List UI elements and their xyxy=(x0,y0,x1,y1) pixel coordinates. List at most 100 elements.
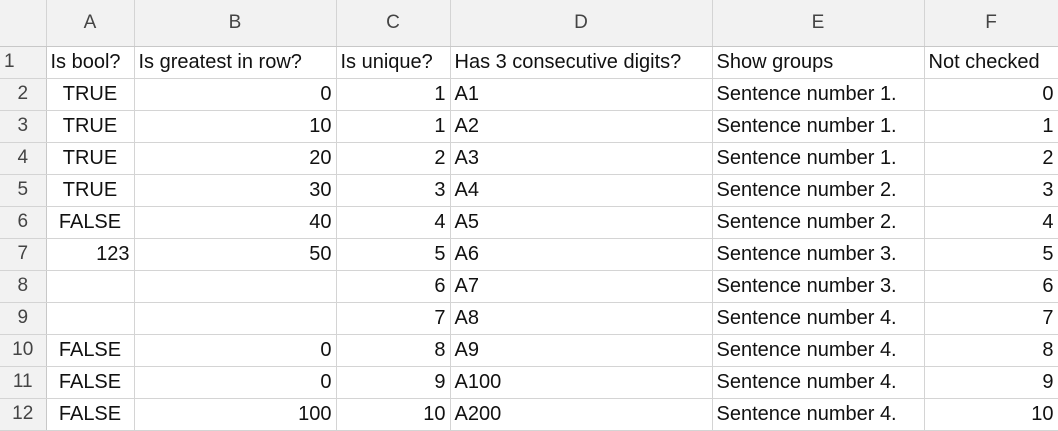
cell-a11[interactable]: FALSE xyxy=(46,366,135,399)
cell-b4[interactable]: 20 xyxy=(134,142,337,175)
cell-b10[interactable]: 0 xyxy=(134,334,337,367)
cell-c9[interactable]: 7 xyxy=(336,302,451,335)
cell-e11[interactable]: Sentence number 4. xyxy=(712,366,925,399)
cell-a3[interactable]: TRUE xyxy=(46,110,135,143)
cell-d8[interactable]: A7 xyxy=(450,270,713,303)
cell-b2[interactable]: 0 xyxy=(134,78,337,111)
cell-d9[interactable]: A8 xyxy=(450,302,713,335)
cell-a5[interactable]: TRUE xyxy=(46,174,135,207)
cell-f12[interactable]: 10 xyxy=(924,398,1058,431)
cell-c1[interactable]: Is unique? xyxy=(336,46,451,79)
cell-f4[interactable]: 2 xyxy=(924,142,1058,175)
cell-a4[interactable]: TRUE xyxy=(46,142,135,175)
cell-d2[interactable]: A1 xyxy=(450,78,713,111)
cell-d6[interactable]: A5 xyxy=(450,206,713,239)
cell-d10[interactable]: A9 xyxy=(450,334,713,367)
cell-c10[interactable]: 8 xyxy=(336,334,451,367)
cell-a2[interactable]: TRUE xyxy=(46,78,135,111)
cell-d7[interactable]: A6 xyxy=(450,238,713,271)
cell-b7[interactable]: 50 xyxy=(134,238,337,271)
row-header[interactable]: 6 xyxy=(0,206,47,239)
cell-f2[interactable]: 0 xyxy=(924,78,1058,111)
row-header[interactable]: 11 xyxy=(0,366,47,399)
cell-b3[interactable]: 10 xyxy=(134,110,337,143)
table-row: 5 TRUE 30 3 A4 Sentence number 2. 3 xyxy=(0,174,1058,207)
cell-e12[interactable]: Sentence number 4. xyxy=(712,398,925,431)
cell-d1[interactable]: Has 3 consecutive digits? xyxy=(450,46,713,79)
column-header-a[interactable]: A xyxy=(46,0,135,47)
cell-b6[interactable]: 40 xyxy=(134,206,337,239)
table-row: 9 7 A8 Sentence number 4. 7 xyxy=(0,302,1058,335)
cell-e7[interactable]: Sentence number 3. xyxy=(712,238,925,271)
table-row: 4 TRUE 20 2 A3 Sentence number 1. 2 xyxy=(0,142,1058,175)
cell-d12[interactable]: A200 xyxy=(450,398,713,431)
cell-a6[interactable]: FALSE xyxy=(46,206,135,239)
cell-a1[interactable]: Is bool? xyxy=(46,46,135,79)
cell-b5[interactable]: 30 xyxy=(134,174,337,207)
cell-c7[interactable]: 5 xyxy=(336,238,451,271)
cell-a9[interactable] xyxy=(46,302,135,335)
select-all-corner[interactable] xyxy=(0,0,47,47)
cell-f10[interactable]: 8 xyxy=(924,334,1058,367)
row-header[interactable]: 12 xyxy=(0,398,47,431)
column-header-c[interactable]: C xyxy=(336,0,451,47)
cell-f11[interactable]: 9 xyxy=(924,366,1058,399)
column-header-row: A B C D E F xyxy=(0,0,1058,47)
cell-c6[interactable]: 4 xyxy=(336,206,451,239)
table-row: 3 TRUE 10 1 A2 Sentence number 1. 1 xyxy=(0,110,1058,143)
row-header[interactable]: 4 xyxy=(0,142,47,175)
column-header-f[interactable]: F xyxy=(924,0,1058,47)
cell-e10[interactable]: Sentence number 4. xyxy=(712,334,925,367)
cell-e9[interactable]: Sentence number 4. xyxy=(712,302,925,335)
row-header[interactable]: 5 xyxy=(0,174,47,207)
cell-f6[interactable]: 4 xyxy=(924,206,1058,239)
cell-d11[interactable]: A100 xyxy=(450,366,713,399)
cell-f5[interactable]: 3 xyxy=(924,174,1058,207)
table-row: 11 FALSE 0 9 A100 Sentence number 4. 9 xyxy=(0,366,1058,399)
row-header[interactable]: 1 xyxy=(0,46,47,79)
row-header[interactable]: 3 xyxy=(0,110,47,143)
cell-a8[interactable] xyxy=(46,270,135,303)
cell-e8[interactable]: Sentence number 3. xyxy=(712,270,925,303)
cell-c2[interactable]: 1 xyxy=(336,78,451,111)
cell-c12[interactable]: 10 xyxy=(336,398,451,431)
cell-a12[interactable]: FALSE xyxy=(46,398,135,431)
cell-b1[interactable]: Is greatest in row? xyxy=(134,46,337,79)
cell-f9[interactable]: 7 xyxy=(924,302,1058,335)
cell-c11[interactable]: 9 xyxy=(336,366,451,399)
cell-d3[interactable]: A2 xyxy=(450,110,713,143)
row-header[interactable]: 2 xyxy=(0,78,47,111)
table-row: 12 FALSE 100 10 A200 Sentence number 4. … xyxy=(0,398,1058,431)
cell-e3[interactable]: Sentence number 1. xyxy=(712,110,925,143)
cell-e1[interactable]: Show groups xyxy=(712,46,925,79)
cell-b9[interactable] xyxy=(134,302,337,335)
cell-c8[interactable]: 6 xyxy=(336,270,451,303)
row-header[interactable]: 7 xyxy=(0,238,47,271)
cell-e6[interactable]: Sentence number 2. xyxy=(712,206,925,239)
cell-a10[interactable]: FALSE xyxy=(46,334,135,367)
cell-a7[interactable]: 123 xyxy=(46,238,135,271)
column-header-e[interactable]: E xyxy=(712,0,925,47)
cell-c3[interactable]: 1 xyxy=(336,110,451,143)
cell-e5[interactable]: Sentence number 2. xyxy=(712,174,925,207)
table-row: 1 Is bool? Is greatest in row? Is unique… xyxy=(0,46,1058,79)
cell-f1[interactable]: Not checked xyxy=(924,46,1058,79)
cell-b8[interactable] xyxy=(134,270,337,303)
cell-f8[interactable]: 6 xyxy=(924,270,1058,303)
row-header[interactable]: 8 xyxy=(0,270,47,303)
cell-b11[interactable]: 0 xyxy=(134,366,337,399)
cell-e4[interactable]: Sentence number 1. xyxy=(712,142,925,175)
column-header-d[interactable]: D xyxy=(450,0,713,47)
cell-c5[interactable]: 3 xyxy=(336,174,451,207)
cell-e2[interactable]: Sentence number 1. xyxy=(712,78,925,111)
row-header[interactable]: 10 xyxy=(0,334,47,367)
cell-f7[interactable]: 5 xyxy=(924,238,1058,271)
cell-d4[interactable]: A3 xyxy=(450,142,713,175)
cell-c4[interactable]: 2 xyxy=(336,142,451,175)
cell-b12[interactable]: 100 xyxy=(134,398,337,431)
cell-d5[interactable]: A4 xyxy=(450,174,713,207)
column-header-b[interactable]: B xyxy=(134,0,337,47)
row-header[interactable]: 9 xyxy=(0,302,47,335)
cell-f3[interactable]: 1 xyxy=(924,110,1058,143)
